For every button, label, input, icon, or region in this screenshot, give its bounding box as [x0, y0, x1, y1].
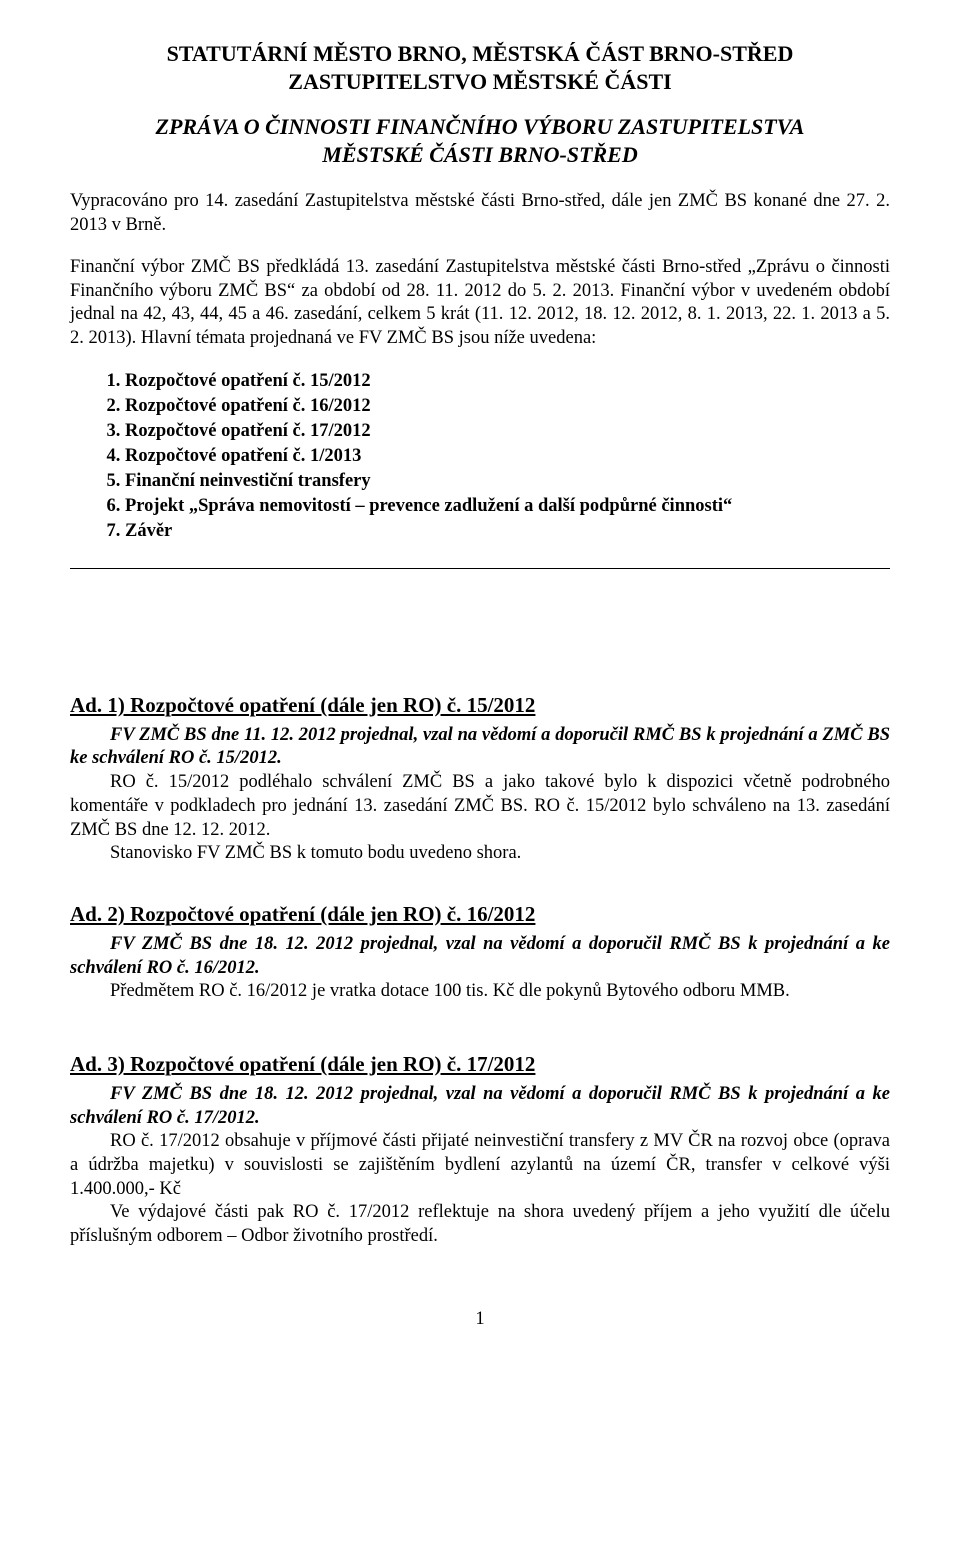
section-para-ad1-1: RO č. 15/2012 podléhalo schválení ZMČ BS…	[70, 771, 890, 842]
section-para-ad3-2: Ve výdajové části pak RO č. 17/2012 refl…	[70, 1201, 890, 1248]
section-para-ad2-1: Předmětem RO č. 16/2012 je vratka dotace…	[70, 980, 890, 1004]
list-item: Rozpočtové opatření č. 17/2012	[125, 419, 890, 444]
list-item: Rozpočtové opatření č. 16/2012	[125, 394, 890, 419]
report-title-line1: ZPRÁVA O ČINNOSTI FINANČNÍHO VÝBORU ZAST…	[156, 114, 805, 139]
section-heading-ad1: Ad. 1) Rozpočtové opatření (dále jen RO)…	[70, 693, 890, 718]
org-title: STATUTÁRNÍ MĚSTO BRNO, MĚSTSKÁ ČÁST BRNO…	[70, 40, 890, 95]
section-para-ad1-2: Stanovisko FV ZMČ BS k tomuto bodu uvede…	[70, 842, 890, 866]
org-title-line1: STATUTÁRNÍ MĚSTO BRNO, MĚSTSKÁ ČÁST BRNO…	[167, 41, 794, 66]
report-title-line2: MĚSTSKÉ ČÁSTI BRNO-STŘED	[322, 142, 637, 167]
section-fv-ad1: FV ZMČ BS dne 11. 12. 2012 projednal, vz…	[70, 724, 890, 771]
report-title: ZPRÁVA O ČINNOSTI FINANČNÍHO VÝBORU ZAST…	[70, 113, 890, 168]
topics-list: Rozpočtové opatření č. 15/2012 Rozpočtov…	[70, 369, 890, 544]
list-item: Projekt „Správa nemovitostí – prevence z…	[125, 494, 890, 519]
page-number: 1	[70, 1309, 890, 1330]
section-heading-ad3: Ad. 3) Rozpočtové opatření (dále jen RO)…	[70, 1052, 890, 1077]
section-divider	[70, 568, 890, 569]
list-item: Závěr	[125, 519, 890, 544]
org-title-line2: ZASTUPITELSTVO MĚSTSKÉ ČÁSTI	[288, 69, 671, 94]
section-fv-ad3: FV ZMČ BS dne 18. 12. 2012 projednal, vz…	[70, 1083, 890, 1130]
document-page: STATUTÁRNÍ MĚSTO BRNO, MĚSTSKÁ ČÁST BRNO…	[0, 0, 960, 1370]
list-item: Rozpočtové opatření č. 15/2012	[125, 369, 890, 394]
intro-para-1: Vypracováno pro 14. zasedání Zastupitels…	[70, 190, 890, 237]
section-fv-ad2: FV ZMČ BS dne 18. 12. 2012 projednal, vz…	[70, 933, 890, 980]
intro-para-2: Finanční výbor ZMČ BS předkládá 13. zase…	[70, 256, 890, 351]
list-item: Finanční neinvestiční transfery	[125, 469, 890, 494]
section-heading-ad2: Ad. 2) Rozpočtové opatření (dále jen RO)…	[70, 902, 890, 927]
section-para-ad3-1: RO č. 17/2012 obsahuje v příjmové části …	[70, 1130, 890, 1201]
list-item: Rozpočtové opatření č. 1/2013	[125, 444, 890, 469]
